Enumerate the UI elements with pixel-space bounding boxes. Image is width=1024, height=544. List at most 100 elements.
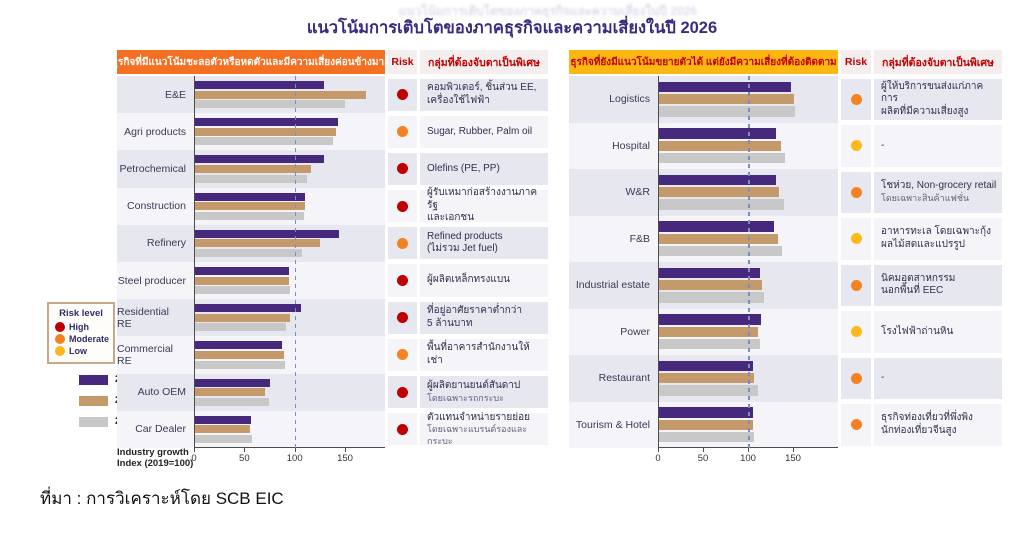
category-label: Residential RE xyxy=(117,305,169,330)
risk-indicator xyxy=(841,218,871,260)
note-column: คอมพิวเตอร์, ชิ้นส่วน EE, เครื่องใช้ไฟฟ้… xyxy=(420,76,548,448)
note-cell-wrap: ที่อยู่อาศัยราคาต่ำกว่า 5 ล้านบาท xyxy=(420,299,548,336)
series-swatch-2026F xyxy=(79,416,108,427)
tick-label: 100 xyxy=(286,452,303,464)
bar-2025E xyxy=(659,326,758,337)
category-label: E&E xyxy=(164,88,186,101)
panel-slowing-businesses: ธุรกิจที่มีแนวโน้มชะลอตัวหรือหดตัวและมีค… xyxy=(117,50,548,468)
bar-2024 xyxy=(659,81,792,93)
risk-cell-wrap xyxy=(388,225,417,262)
tick-mark xyxy=(244,447,246,452)
category-label: F&B xyxy=(629,232,650,245)
bar-2024 xyxy=(195,229,339,238)
note-text: อาหารทะเล โดยเฉพาะกุ้ง ผลไม้สดและแปรรูป xyxy=(881,226,991,250)
risk-dot-moderate xyxy=(850,419,862,431)
risk-indicator xyxy=(388,190,417,223)
risk-indicator xyxy=(388,152,417,186)
note-text: ธุรกิจท่องเที่ยวที่พึ่งพิง นักท่องเที่ยว… xyxy=(881,412,973,436)
risk-legend-item-moderate: Moderate xyxy=(49,333,113,345)
bar-2025E xyxy=(195,202,305,211)
risk-cell-wrap xyxy=(841,402,871,449)
category-label: W&R xyxy=(625,186,651,199)
risk-cell-wrap xyxy=(388,113,417,150)
tick-mark xyxy=(194,447,195,452)
risk-indicator xyxy=(841,404,871,446)
chart-row: Construction xyxy=(117,187,385,225)
risk-indicator xyxy=(388,338,417,371)
risk-cell-wrap xyxy=(388,188,417,225)
risk-column-header: Risk xyxy=(841,50,871,74)
risk-indicator xyxy=(388,301,417,334)
chart-row: W&R xyxy=(569,169,838,216)
bar-2025E xyxy=(659,233,778,244)
bar-chart: E&E Agri products Petrochemical Constructio… xyxy=(117,76,385,448)
bar-2026F xyxy=(659,338,760,350)
bar-2026F xyxy=(195,248,302,257)
note-text: - xyxy=(881,372,885,383)
risk-indicator xyxy=(388,264,417,297)
chart-row: Hospital xyxy=(569,122,838,169)
risk-indicator xyxy=(841,171,871,213)
note-subtext: โดยเฉพาะแบรนด์รองและกระบะ xyxy=(427,424,528,446)
bar-2026F xyxy=(659,199,785,210)
tick-label: 50 xyxy=(239,452,250,464)
bar-2025E xyxy=(195,164,311,173)
risk-indicator xyxy=(841,125,871,167)
series-swatch-2025E xyxy=(79,395,108,406)
bar-2025E xyxy=(659,94,794,105)
note-cell: พื้นที่อาคารสำนักงานให้เช่า xyxy=(420,338,548,371)
risk-cell-wrap xyxy=(841,169,871,216)
risk-indicator xyxy=(841,311,871,353)
note-text: ที่อยู่อาศัยราคาต่ำกว่า 5 ล้านบาท xyxy=(427,305,522,329)
chart-row: Steel producer xyxy=(117,261,385,300)
risk-legend-dot-high xyxy=(55,322,65,332)
series-swatch-2024 xyxy=(79,374,108,385)
risk-indicator xyxy=(388,413,417,446)
note-cell-wrap: ผู้ผลิตยานยนต์สันดาป โดยเฉพาะรถกระบะ xyxy=(420,374,548,411)
risk-legend-label: Moderate xyxy=(69,334,110,344)
bar-2026F xyxy=(195,360,285,369)
note-cell: ผู้รับเหมาก่อสร้างงานภาครัฐ และเอกชน xyxy=(420,187,548,223)
bar-2025E xyxy=(659,419,753,430)
risk-indicator xyxy=(388,78,417,111)
tick-mark xyxy=(658,448,659,452)
note-text: - xyxy=(881,139,885,151)
risk-legend-dot-low xyxy=(55,346,65,356)
note-text: Refined products (ไม่รวม Jet fuel) xyxy=(427,230,503,255)
panel-header-row: ธุรกิจที่มีแนวโน้มชะลอตัวหรือหดตัวและมีค… xyxy=(117,50,548,74)
chart-row: Car Dealer xyxy=(117,410,385,448)
note-cell-wrap: - xyxy=(874,123,1002,170)
bar-2025E xyxy=(195,90,367,99)
bar-2026F xyxy=(195,397,269,406)
risk-cell-wrap xyxy=(388,299,417,336)
note-text: ผู้ให้บริการขนส่งแก่ภาคการ ผลิตที่มีความ… xyxy=(881,80,984,117)
bar-2024 xyxy=(195,81,324,89)
bar-2024 xyxy=(195,155,324,164)
risk-column xyxy=(841,76,871,448)
note-cell-wrap: Sugar, Rubber, Palm oil xyxy=(420,113,548,150)
risk-legend-label: High xyxy=(69,322,89,332)
risk-legend-title: Risk level xyxy=(59,308,103,319)
risk-dot-high xyxy=(397,386,408,398)
bar-2024 xyxy=(659,407,753,418)
chart-row: Commercial RE xyxy=(117,336,385,374)
note-cell: โรงไฟฟ้าถ่านหิน xyxy=(874,311,1002,353)
risk-dot-moderate xyxy=(850,372,862,384)
note-cell-wrap: ผู้รับเหมาก่อสร้างงานภาครัฐ และเอกชน xyxy=(420,187,548,225)
bar-2026F xyxy=(195,174,307,183)
bar-2025E xyxy=(659,373,755,384)
category-label: Tourism & Hotel xyxy=(575,418,650,431)
chart-row: Logistics xyxy=(569,76,838,123)
category-label: Refinery xyxy=(146,237,186,250)
risk-dot-high xyxy=(397,423,408,435)
bar-2026F xyxy=(195,434,253,443)
panel-expanding-businesses: ธุรกิจที่ยังมีแนวโน้มขยายตัวได้ แต่ยังมี… xyxy=(569,50,1002,468)
category-label: Restaurant xyxy=(598,372,650,385)
risk-indicator xyxy=(388,227,417,260)
chart-row: Tourism & Hotel xyxy=(569,401,838,448)
note-text: นิคมอุตสาหกรรม นอกพื้นที่ EEC xyxy=(881,272,956,297)
note-cell-wrap: อาหารทะเล โดยเฉพาะกุ้ง ผลไม้สดและแปรรูป xyxy=(874,216,1002,263)
risk-cell-wrap xyxy=(388,262,417,299)
note-cell-wrap: ผู้ผลิตเหล็กทรงแบน xyxy=(420,262,548,299)
bar-2024 xyxy=(195,378,270,387)
